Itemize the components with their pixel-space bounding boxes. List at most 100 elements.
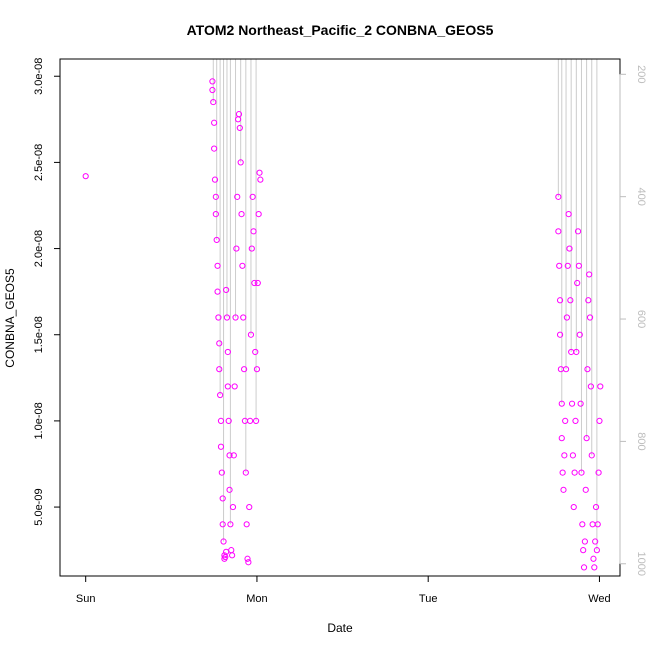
data-point: [219, 521, 226, 528]
data-point: [570, 503, 577, 511]
data-point: [211, 119, 218, 126]
chart-title: ATOM2 Northeast_Pacific_2 CONBNA_GEOS5: [187, 22, 494, 38]
data-point: [256, 169, 263, 176]
data-point: [209, 86, 216, 94]
y-tick-label: 1.0e-08: [33, 402, 45, 439]
data-point: [568, 400, 576, 407]
data-point: [82, 173, 89, 180]
data-point: [240, 366, 248, 373]
data-point: [223, 314, 231, 321]
data-point: [214, 262, 221, 269]
data-point: [592, 503, 600, 511]
data-point: [588, 452, 595, 459]
secondary-y-tick-label: 600: [635, 310, 647, 328]
data-point: [578, 469, 585, 476]
data-point: [556, 331, 564, 338]
data-point: [234, 193, 241, 200]
data-point: [233, 245, 240, 252]
data-point: [222, 553, 229, 561]
data-point: [567, 297, 574, 304]
x-tick-label: Sun: [76, 593, 96, 605]
secondary-y-tick-label: 400: [635, 187, 647, 205]
data-point: [561, 452, 568, 459]
data-point: [211, 176, 219, 183]
data-point: [237, 159, 244, 166]
data-point: [252, 348, 259, 356]
data-point: [244, 555, 251, 562]
data-point: [594, 521, 601, 528]
data-point: [565, 211, 572, 218]
data-point: [250, 228, 257, 235]
data-point: [572, 417, 579, 424]
data-point: [251, 279, 258, 287]
data-point: [560, 486, 567, 493]
y-tick-label: 5.0e-09: [33, 488, 45, 525]
data-point: [562, 417, 569, 424]
secondary-y-tick-label: 200: [635, 65, 647, 83]
data-point: [217, 417, 225, 424]
data-point: [214, 288, 221, 295]
secondary-y-tick-label: 800: [635, 432, 647, 450]
data-point: [225, 417, 232, 424]
data-point: [224, 383, 231, 390]
data-point: [590, 555, 597, 562]
data-point: [586, 314, 594, 321]
data-point: [558, 435, 565, 442]
data-point: [593, 547, 600, 554]
y-tick-label: 2.0e-08: [33, 230, 45, 267]
y-tick-label: 1.5e-08: [33, 316, 45, 353]
data-point: [564, 262, 571, 269]
data-point: [555, 193, 562, 200]
data-point: [212, 193, 219, 200]
data-point: [212, 211, 219, 218]
data-point: [249, 193, 256, 200]
data-point: [252, 417, 260, 424]
data-point: [592, 538, 599, 545]
data-point: [229, 503, 237, 511]
data-point: [580, 547, 587, 554]
data-point: [579, 521, 586, 528]
data-point: [576, 331, 583, 338]
data-point: [246, 503, 253, 511]
data-point: [574, 228, 582, 235]
data-point: [239, 262, 246, 269]
data-point: [573, 348, 580, 356]
data-point: [226, 452, 233, 459]
data-point: [566, 245, 573, 252]
data-point: [557, 366, 565, 373]
data-point: [240, 314, 247, 321]
data-point: [569, 452, 577, 459]
data-point: [571, 469, 578, 476]
data-point: [210, 98, 217, 106]
data-point: [575, 262, 582, 269]
data-point: [220, 538, 227, 545]
data-point: [211, 145, 218, 152]
data-point: [229, 552, 236, 559]
x-tick-label: Wed: [588, 593, 610, 605]
data-point: [235, 111, 243, 118]
data-point: [216, 366, 223, 373]
data-point: [218, 469, 225, 476]
data-point: [232, 314, 239, 321]
data-point: [582, 486, 589, 493]
data-point: [586, 271, 593, 278]
data-point: [595, 469, 602, 476]
data-point: [242, 469, 249, 476]
data-point: [587, 383, 594, 390]
y-axis: 5.0e-09 1.0e-08 1.5e-08 2.0e-08 2.5e-08 3.0e-…: [33, 58, 61, 526]
data-point: [253, 366, 261, 373]
data-point: [583, 435, 590, 442]
data-point: [247, 331, 255, 338]
data-point: [255, 211, 262, 218]
data-point: [254, 279, 261, 287]
data-point: [227, 521, 234, 528]
y-tick-label: 2.5e-08: [33, 144, 45, 181]
secondary-y-tick-label: 1000: [635, 552, 647, 576]
data-point: [223, 286, 230, 294]
data-point: [217, 391, 224, 399]
data-point: [219, 495, 226, 502]
data-point: [241, 417, 249, 424]
data-point: [257, 176, 264, 183]
data-point: [558, 400, 565, 407]
data-point: [556, 262, 563, 269]
